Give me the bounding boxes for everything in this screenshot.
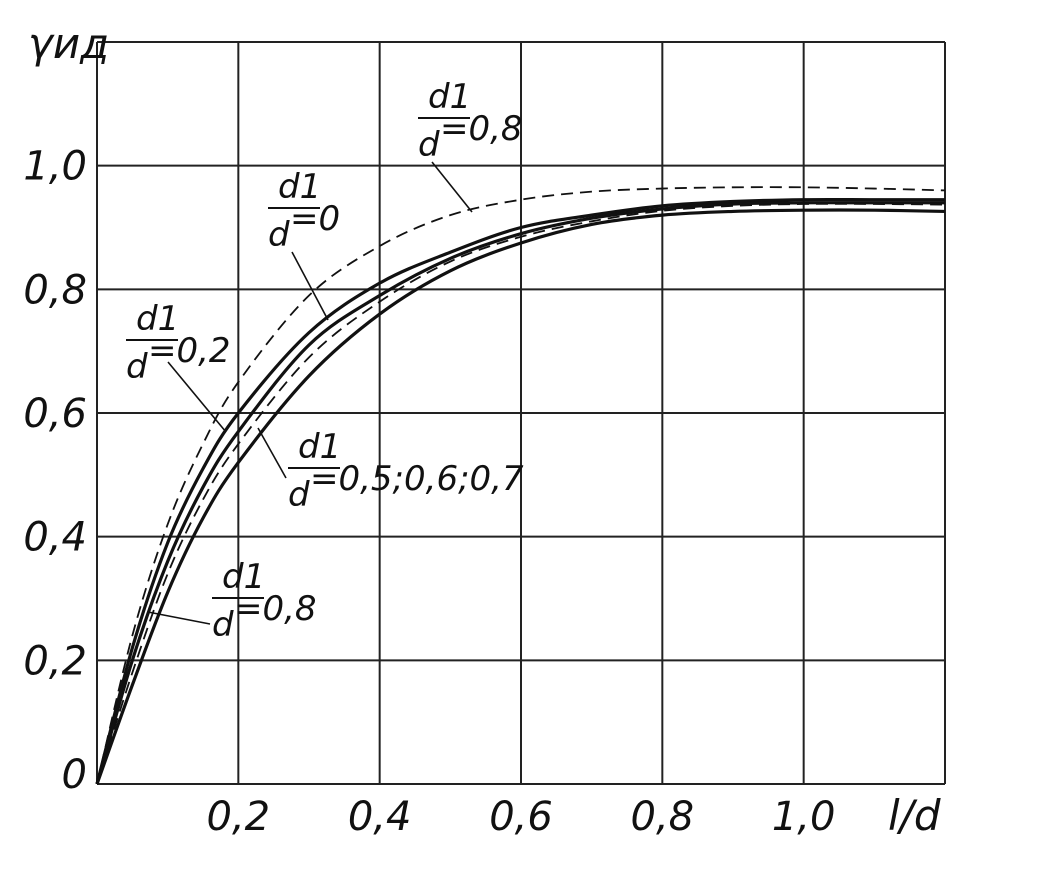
y-tick-label: 0,6 <box>23 391 87 437</box>
y-tick-label: 0 <box>62 752 87 798</box>
y-tick-label: 0,4 <box>23 515 87 561</box>
x-tick-label: 0,6 <box>489 794 553 840</box>
annotation-0-leader <box>431 161 473 213</box>
annotation-4-value: =0,8 <box>234 589 317 629</box>
annotation-2-numerator: d1 <box>136 299 179 339</box>
series-line-2 <box>95 201 945 785</box>
annotation-4-numerator: d1 <box>222 557 265 597</box>
annotation-3-leader <box>257 427 287 479</box>
annotation-0-numerator: d1 <box>428 77 471 117</box>
x-tick-label: 0,4 <box>348 794 412 840</box>
annotation-1: d1 d =0 <box>268 167 340 321</box>
annotation-1-numerator: d1 <box>278 167 321 207</box>
annotation-4-denominator: d <box>212 605 234 645</box>
annotation-3: d1 d =0,5;0,6;0,7 <box>257 427 524 515</box>
annotation-1-denominator: d <box>268 215 290 255</box>
series-line-3 <box>96 202 946 785</box>
series-group <box>95 186 946 785</box>
x-tick-label: 1,0 <box>772 794 836 840</box>
y-tick-label: 0,2 <box>23 638 87 684</box>
x-axis-label: l/d <box>888 791 941 840</box>
annotation-2-denominator: d <box>126 347 148 387</box>
annotation-2: d1 d =0,2 <box>126 299 231 433</box>
y-tick-label: 1,0 <box>23 144 87 190</box>
annotation-3-value: =0,5;0,6;0,7 <box>310 459 524 499</box>
annotation-3-numerator: d1 <box>298 427 341 467</box>
annotation-1-leader <box>291 251 329 321</box>
y-axis-label: γид <box>28 19 109 68</box>
x-tick-label: 0,2 <box>207 794 271 840</box>
y-tick-label: 0,8 <box>23 267 87 313</box>
annotation-2-leader <box>167 361 227 433</box>
annotation-3-denominator: d <box>288 475 310 515</box>
annotation-0-value: =0,8 <box>440 109 523 149</box>
annotation-4: d1 d =0,8 <box>147 557 317 645</box>
grid <box>96 41 946 785</box>
annotation-0-denominator: d <box>418 125 440 165</box>
series-line-0 <box>96 186 946 785</box>
annotation-2-value: =0,2 <box>148 331 231 371</box>
annotation-0: d1 d =0,8 <box>418 77 523 213</box>
tick-labels: 0,2 0,4 0,6 0,8 1,0 0 0,2 0,4 0,6 0,8 1,0 <box>23 144 835 840</box>
annotation-1-value: =0 <box>290 199 340 239</box>
series-line-4 <box>95 208 946 785</box>
annotation-4-leader <box>147 611 211 625</box>
x-tick-label: 0,8 <box>631 794 695 840</box>
series-line-1 <box>95 197 945 785</box>
